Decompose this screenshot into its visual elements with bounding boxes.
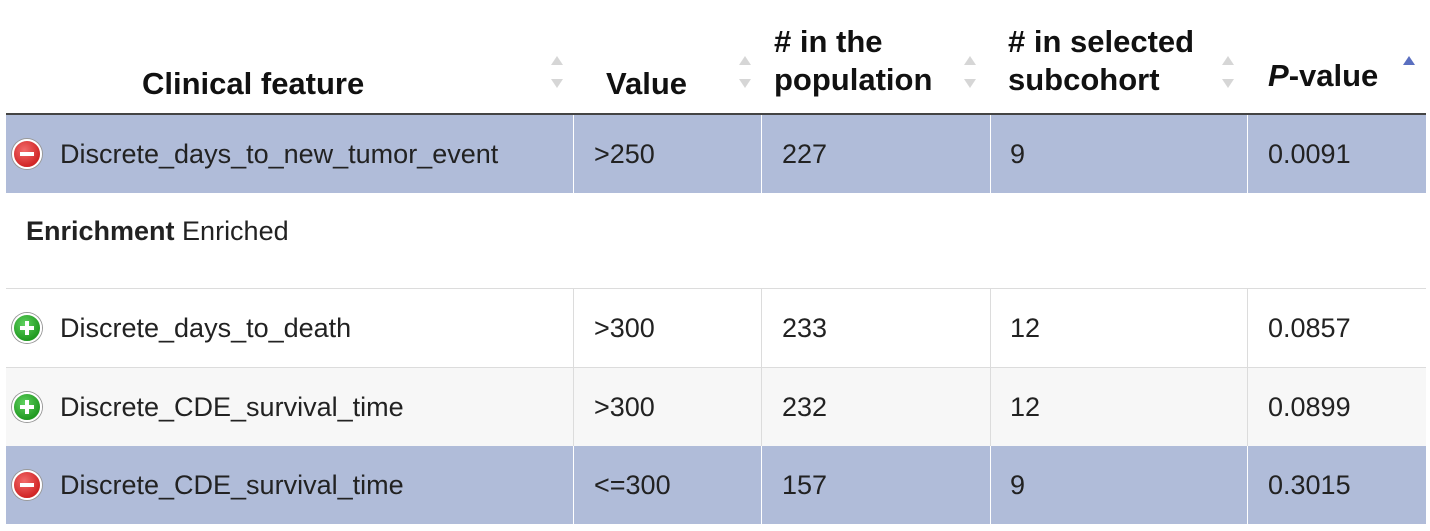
column-header-value[interactable]: Value (606, 66, 687, 101)
pvalue-cell: 0.0857 (1268, 312, 1351, 343)
column-header-population[interactable]: # in the population (774, 24, 933, 97)
sort-icon-value[interactable] (739, 56, 751, 88)
row-detail: Enrichment Enriched (6, 193, 1426, 288)
table-row[interactable]: Discrete_CDE_survival_time >300 232 12 0… (6, 368, 1426, 446)
feature-cell: Discrete_days_to_new_tumor_event (12, 115, 572, 193)
pvalue-cell: 0.0899 (1268, 391, 1351, 422)
plus-circle-icon[interactable] (12, 313, 42, 343)
subcohort-cell: 12 (1010, 312, 1041, 343)
feature-cell: Discrete_CDE_survival_time (12, 368, 572, 446)
pvalue-cell: 0.3015 (1268, 469, 1351, 500)
table-header: Clinical feature Value # in the populati… (6, 0, 1426, 115)
value-cell: >300 (594, 312, 655, 343)
column-header-clinical-feature[interactable]: Clinical feature (142, 66, 365, 101)
subcohort-cell: 12 (1010, 391, 1041, 422)
detail-label: Enrichment (26, 216, 175, 246)
value-cell: >250 (594, 138, 655, 169)
population-cell: 232 (782, 391, 828, 422)
table-row[interactable]: Discrete_CDE_survival_time <=300 157 9 0… (6, 446, 1426, 524)
column-header-subcohort[interactable]: # in selected subcohort (1008, 24, 1195, 97)
population-cell: 157 (782, 469, 828, 500)
minus-circle-icon[interactable] (12, 470, 42, 500)
subcohort-cell: 9 (1010, 138, 1026, 169)
pvalue-cell: 0.0091 (1268, 138, 1351, 169)
sort-icon-subcohort[interactable] (1222, 56, 1234, 88)
feature-cell: Discrete_CDE_survival_time (12, 446, 572, 524)
feature-cell: Discrete_days_to_death (12, 289, 572, 367)
value-cell: >300 (594, 391, 655, 422)
subcohort-cell: 9 (1010, 469, 1026, 500)
plus-circle-icon[interactable] (12, 392, 42, 422)
column-header-pvalue[interactable]: P-value (1268, 58, 1379, 93)
value-cell: <=300 (594, 469, 671, 500)
sort-ascending-icon[interactable] (1403, 56, 1415, 88)
minus-circle-icon[interactable] (12, 139, 42, 169)
population-cell: 233 (782, 312, 828, 343)
detail-value: Enriched (182, 216, 289, 246)
table-row[interactable]: Discrete_days_to_death >300 233 12 0.085… (6, 289, 1426, 367)
table-row[interactable]: Discrete_days_to_new_tumor_event >250 22… (6, 115, 1426, 193)
population-cell: 227 (782, 138, 828, 169)
clinical-feature-table: Clinical feature Value # in the populati… (6, 0, 1426, 524)
sort-icon-clinical-feature[interactable] (551, 56, 563, 88)
sort-icon-population[interactable] (964, 56, 976, 88)
